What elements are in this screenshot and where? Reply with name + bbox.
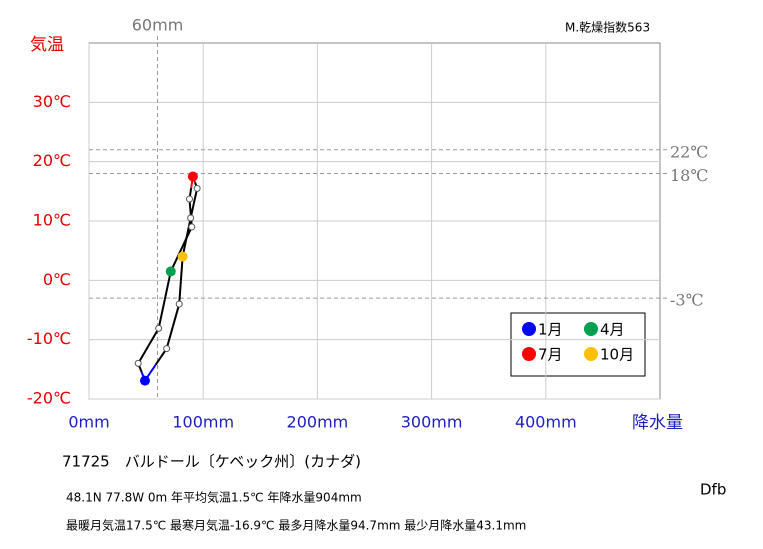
x-tick-label: 100mm xyxy=(172,413,234,432)
x-tick-label: 0mm xyxy=(68,413,109,432)
climate: Dfb xyxy=(700,481,726,499)
point xyxy=(193,184,201,192)
line-segment xyxy=(157,299,166,329)
ref-label: 22℃ xyxy=(670,142,708,161)
x-tick-label: 300mm xyxy=(401,413,463,432)
point xyxy=(188,223,196,231)
line-segment xyxy=(171,303,181,327)
ref-label: 60mm xyxy=(132,16,184,35)
point xyxy=(177,251,188,262)
legend-label: 7月 xyxy=(538,346,563,364)
point xyxy=(187,214,195,222)
point xyxy=(175,300,183,308)
point xyxy=(185,195,193,203)
legend-label: 1月 xyxy=(538,321,563,339)
point xyxy=(187,171,198,182)
legend-box xyxy=(510,312,646,377)
y-tick-label: 10℃ xyxy=(33,211,71,230)
ref-label: -3℃ xyxy=(670,291,703,310)
point xyxy=(139,375,150,386)
index-label: M.乾燥指数563 xyxy=(565,20,650,35)
legend-label: 4月 xyxy=(600,321,625,339)
legend-marker xyxy=(584,347,598,361)
y-axis-label: 気温 xyxy=(30,35,64,55)
point xyxy=(155,324,163,332)
legend-marker xyxy=(522,322,536,336)
y-tick-label: -10℃ xyxy=(27,329,71,348)
point xyxy=(165,266,176,277)
x-axis-label: 降水量 xyxy=(632,413,683,433)
y-tick-label: 0℃ xyxy=(43,270,71,289)
station: 71725 バルドール〔ケベック州〕(カナダ) xyxy=(62,453,361,471)
y-tick-label: 20℃ xyxy=(33,151,71,170)
info: 最暖月気温17.5℃ 最寒月気温-16.9℃ 最多月降水量94.7mm 最少月降… xyxy=(66,518,526,533)
point xyxy=(134,359,142,367)
legend-marker xyxy=(522,347,536,361)
ref-label: 18℃ xyxy=(670,166,708,185)
line-segment xyxy=(178,280,182,305)
legend-marker xyxy=(584,322,598,336)
legend-label: 10月 xyxy=(600,346,634,364)
line-segment xyxy=(165,326,174,349)
x-tick-label: 200mm xyxy=(287,413,349,432)
info: 48.1N 77.8W 0m 年平均気温1.5℃ 年降水量904mm xyxy=(66,490,362,505)
y-tick-label: -20℃ xyxy=(27,389,71,408)
y-tick-label: 30℃ xyxy=(33,92,71,111)
x-tick-label: 400mm xyxy=(515,413,577,432)
point xyxy=(163,345,171,353)
